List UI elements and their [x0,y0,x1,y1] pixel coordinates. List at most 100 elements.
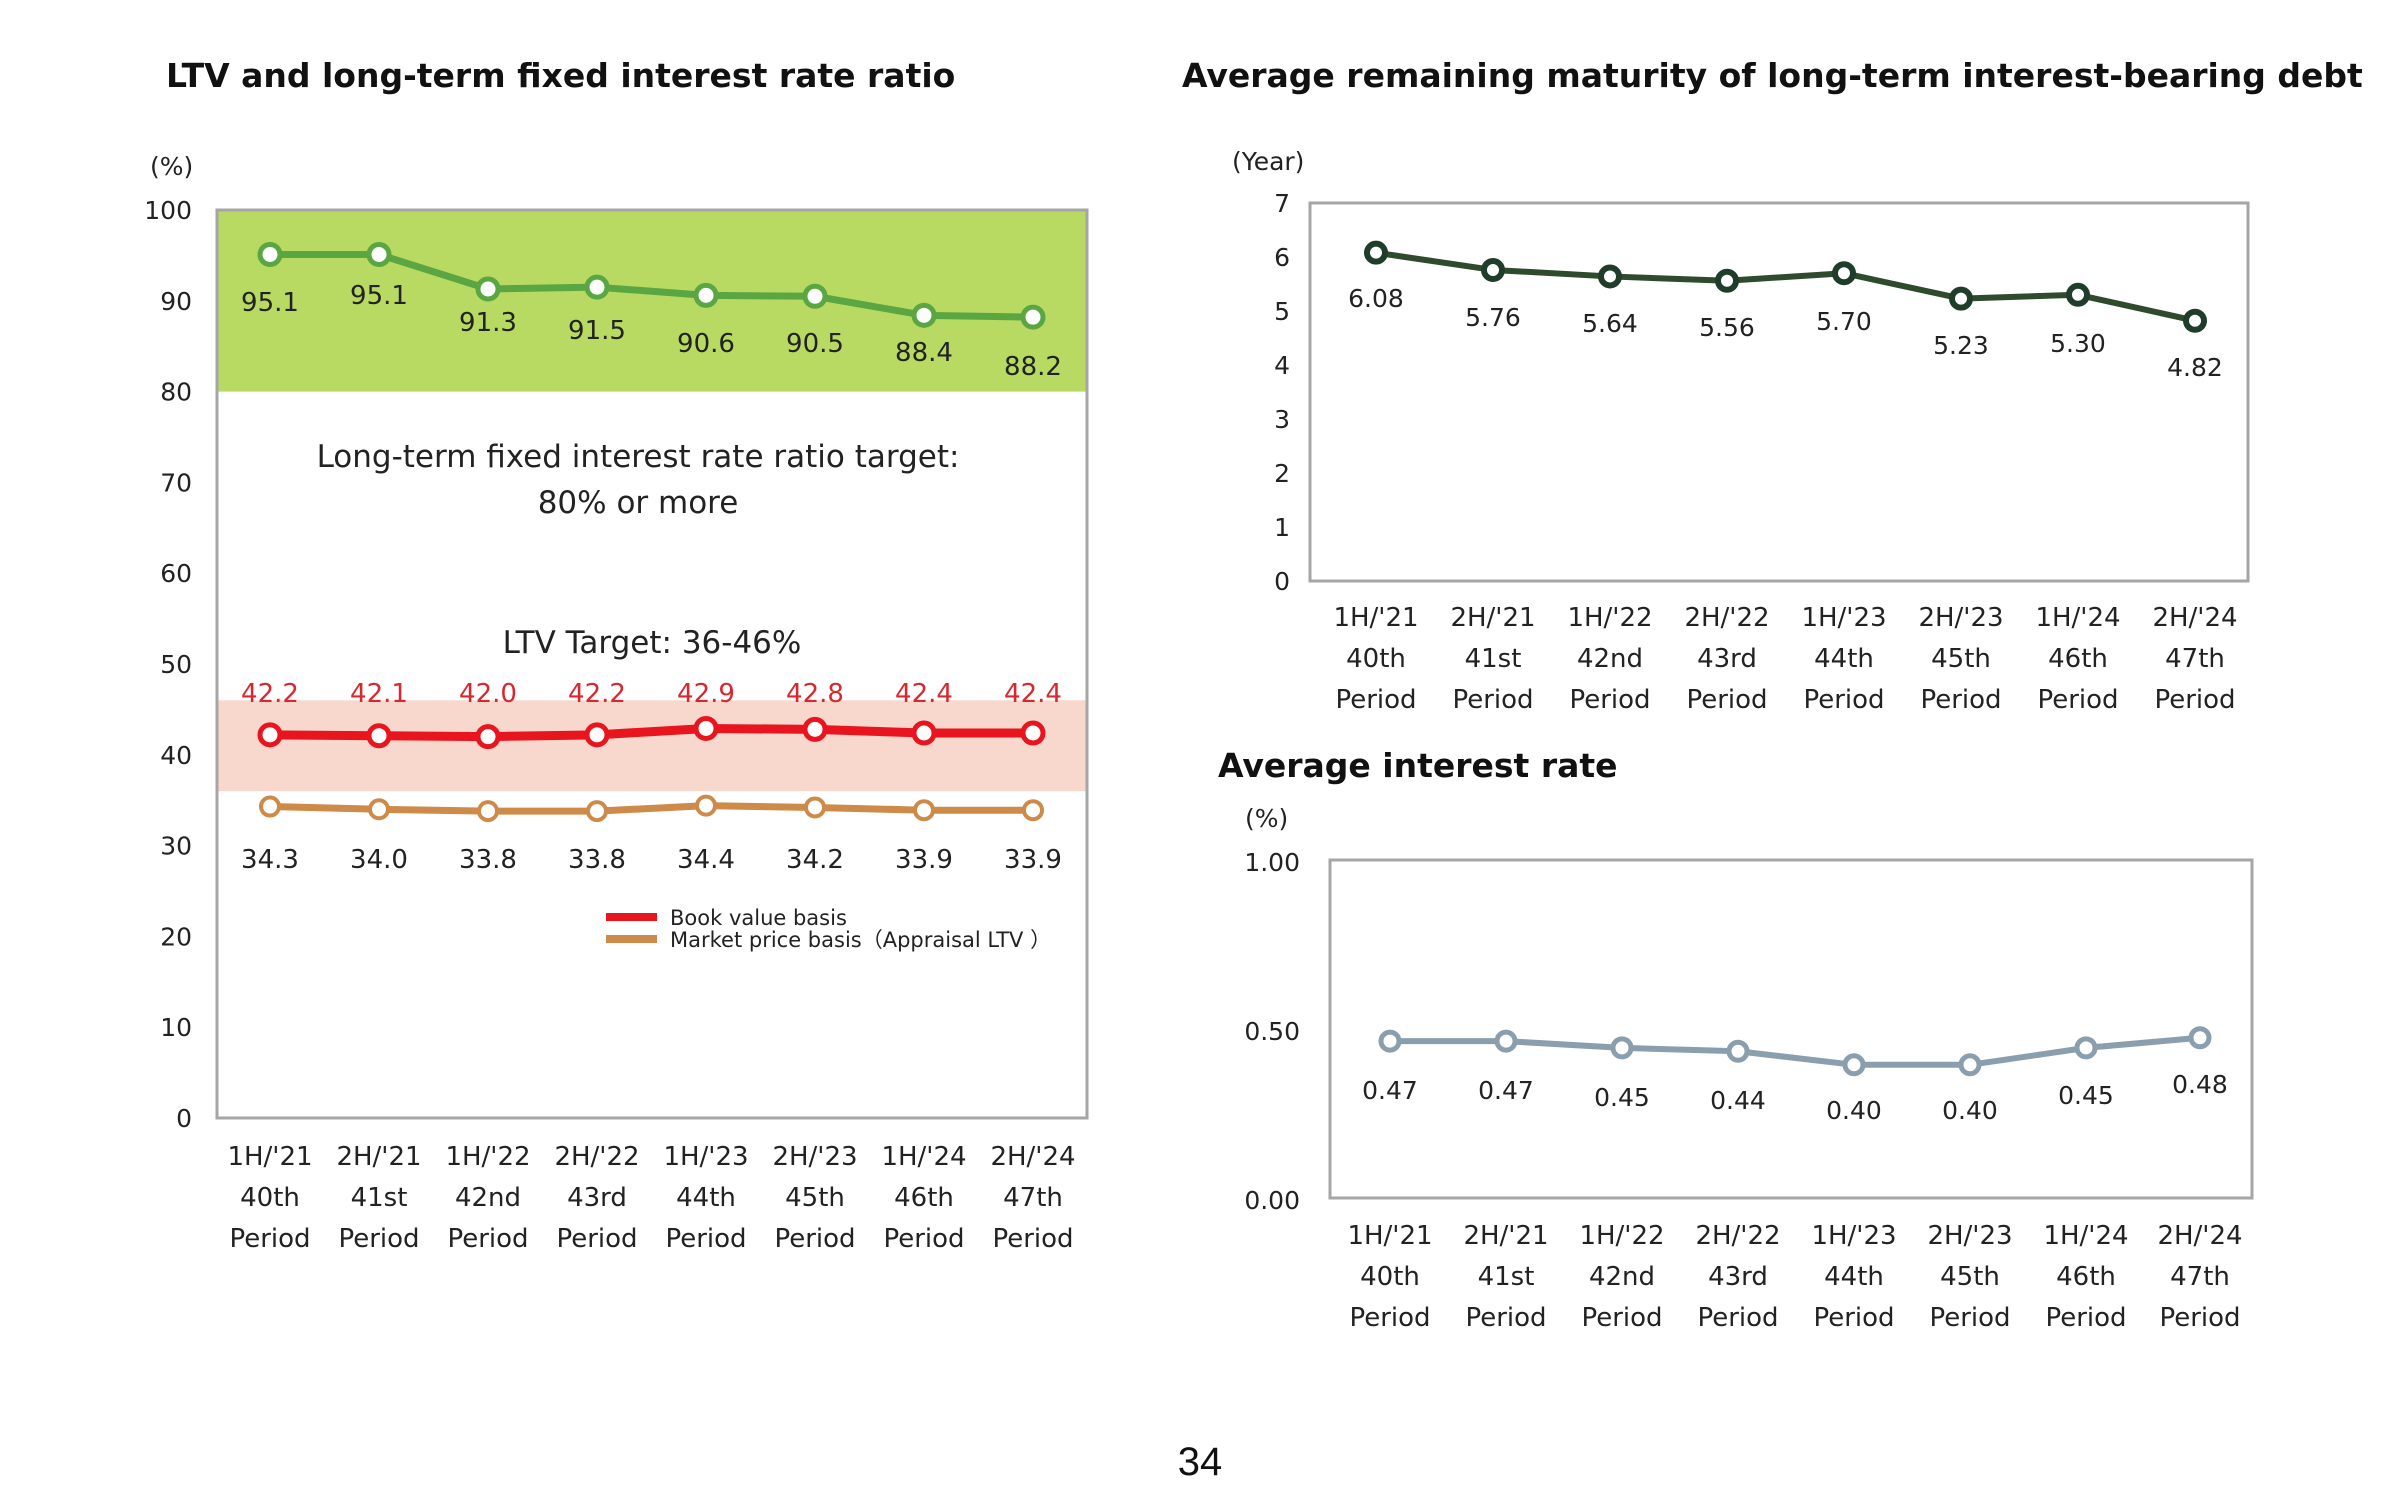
maturity-point [1481,257,1505,282]
fixed-data-label: 90.5 [786,329,844,359]
maturity-x-label: 1H/'23 [1801,603,1886,633]
interest-x-label: 1H/'21 [1347,1221,1432,1251]
fixed-data-label: 95.1 [350,281,408,311]
ltv-y-tick-label: 70 [160,468,192,497]
maturity-plot-frame [1308,201,2250,583]
legend-market-label: Market price basis（Appraisal LTV ） [670,928,1051,952]
maturity-data-label: 5.64 [1582,309,1638,338]
market-data-label: 34.3 [241,845,299,875]
fixed-data-label: 95.1 [241,288,299,318]
fixed-point [257,241,283,267]
ltv-x-label: Period [665,1224,746,1254]
fixed-data-label: 90.6 [677,329,735,359]
market-point [586,800,608,823]
fixed-point [475,276,501,302]
maturity-x-label: 41st [1465,644,1522,674]
market-point [695,794,717,817]
ltv-x-label: 45th [785,1183,845,1213]
maturity-x-label: 2H/'23 [1918,603,2003,633]
maturity-y-tick-label: 5 [1274,297,1290,326]
ltv-x-label: 40th [240,1183,300,1213]
market-data-label: 33.9 [1004,845,1062,875]
maturity-x-label: Period [1686,685,1767,715]
ltv-y-tick-label: 20 [160,922,192,951]
maturity-data-label: 4.82 [2167,353,2223,382]
fixed-target-annotation-line1: Long-term fixed interest rate ratio targ… [317,439,960,475]
interest-x-label: Period [1813,1303,1894,1333]
fixed-point [693,282,719,308]
ltv-y-unit: (%) [150,152,193,181]
interest-data-label: 0.40 [1942,1096,1998,1125]
maturity-x-label: 1H/'21 [1333,603,1418,633]
ltv-chart-title: LTV and long-term fixed interest rate ra… [166,56,956,95]
interest-x-label: 41st [1478,1262,1535,1292]
fixed-point [366,241,392,267]
maturity-x-label: 2H/'24 [2152,603,2237,633]
market-point [804,796,826,819]
maturity-x-label: 2H/'21 [1450,603,1535,633]
maturity-x-label: Period [1803,685,1884,715]
maturity-y-tick-label: 1 [1274,513,1290,542]
book-point [257,722,283,748]
maturity-chart-title: Average remaining maturity of long-term … [1182,56,2363,95]
market-point [913,799,935,822]
maturity-x-label: Period [1569,685,1650,715]
maturity-x-label: 47th [2165,644,2225,674]
interest-data-label: 0.47 [1478,1076,1534,1105]
market-line [269,802,1033,815]
ltv-plot-frame [215,208,1089,1120]
ltv-x-label: 2H/'21 [336,1142,421,1172]
ltv-x-label: 2H/'22 [554,1142,639,1172]
interest-y-tick-label: 1.00 [1244,848,1300,877]
fixed-data-label: 88.4 [895,338,953,368]
maturity-y-tick-label: 4 [1274,351,1290,380]
ltv-y-tick-label: 0 [176,1104,192,1133]
interest-data-label: 0.40 [1826,1096,1882,1125]
maturity-point [1949,286,1973,311]
fixed-point [911,302,937,328]
maturity-x-label: Period [1335,685,1416,715]
interest-x-label: Period [1929,1303,2010,1333]
ltv-y-tick-label: 30 [160,832,192,861]
book-data-label: 42.2 [241,679,299,709]
book-data-label: 42.2 [568,679,626,709]
interest-data-label: 0.45 [2058,1081,2114,1110]
book-data-label: 42.0 [459,679,517,709]
fixed-data-label: 91.5 [568,316,626,346]
maturity-x-label: 2H/'22 [1684,603,1769,633]
maturity-x-label: Period [1920,685,2001,715]
book-data-label: 42.4 [895,679,953,709]
fixed-point [584,274,610,300]
ltv-x-label: Period [229,1224,310,1254]
ltv-x-label: Period [992,1224,1073,1254]
ltv-y-tick-label: 100 [144,196,192,225]
ltv-x-label: Period [883,1224,964,1254]
page-number: 34 [1177,1440,1223,1484]
maturity-point [2183,308,2207,333]
interest-x-label: 46th [2056,1262,2116,1292]
fixed-point [802,283,828,309]
maturity-data-label: 5.23 [1933,331,1989,360]
market-data-label: 33.8 [568,845,626,875]
ltv-y-tick-label: 10 [160,1013,192,1042]
ltv-x-label: 46th [894,1183,954,1213]
interest-x-label: 47th [2170,1262,2230,1292]
ltv-legend: Book value basis Market price basis（Appr… [606,906,1051,952]
market-data-label: 33.9 [895,845,953,875]
ltv-x-label: Period [338,1224,419,1254]
interest-data-label: 0.47 [1362,1076,1418,1105]
ltv-y-tick-label: 60 [160,559,192,588]
interest-x-label: Period [1581,1303,1662,1333]
book-point [366,723,392,749]
maturity-data-label: 5.56 [1699,313,1755,342]
ltv-x-label: Period [556,1224,637,1254]
book-point [584,722,610,748]
book-line [269,723,1033,742]
maturity-data-label: 5.30 [2050,329,2106,358]
maturity-x-label: 40th [1346,644,1406,674]
maturity-point [1598,264,1622,289]
ltv-x-label: 1H/'21 [227,1142,312,1172]
interest-x-label: 40th [1360,1262,1420,1292]
